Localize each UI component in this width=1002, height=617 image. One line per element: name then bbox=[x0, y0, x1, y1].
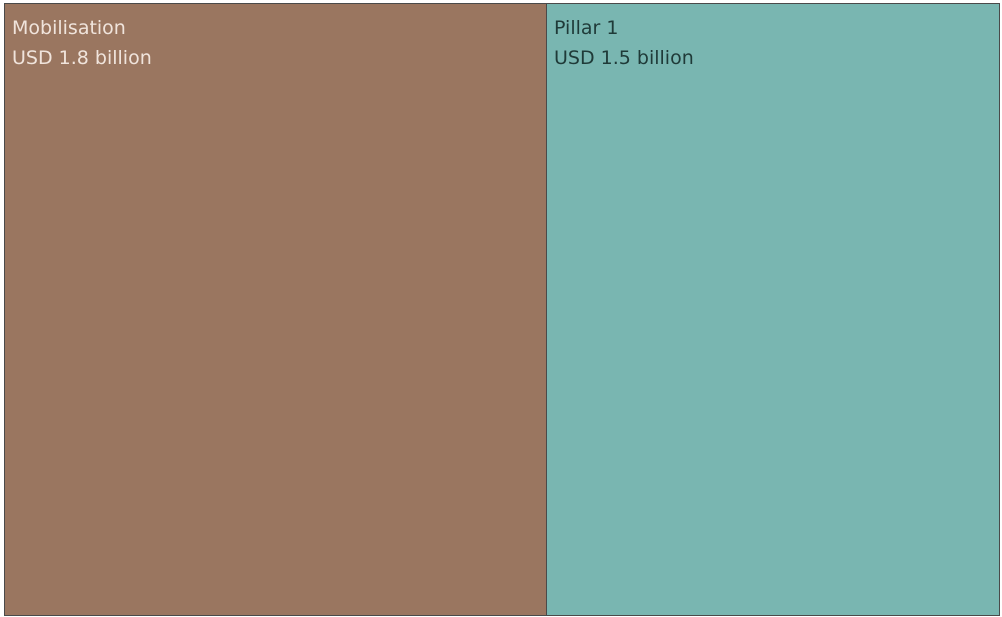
tile-value: USD 1.5 billion bbox=[554, 47, 694, 69]
tile-name: Pillar 1 bbox=[554, 17, 619, 39]
tile-label: Pillar 1 USD 1.5 billion bbox=[554, 13, 694, 73]
tile-label: Mobilisation USD 1.8 billion bbox=[12, 13, 152, 73]
tile-name: Mobilisation bbox=[12, 17, 126, 39]
treemap-tile-mobilisation[interactable]: Mobilisation USD 1.8 billion bbox=[4, 3, 547, 616]
tile-value: USD 1.8 billion bbox=[12, 47, 152, 69]
treemap-chart: Mobilisation USD 1.8 billion Pillar 1 US… bbox=[4, 3, 1000, 616]
treemap-tile-pillar-1[interactable]: Pillar 1 USD 1.5 billion bbox=[547, 3, 1000, 616]
